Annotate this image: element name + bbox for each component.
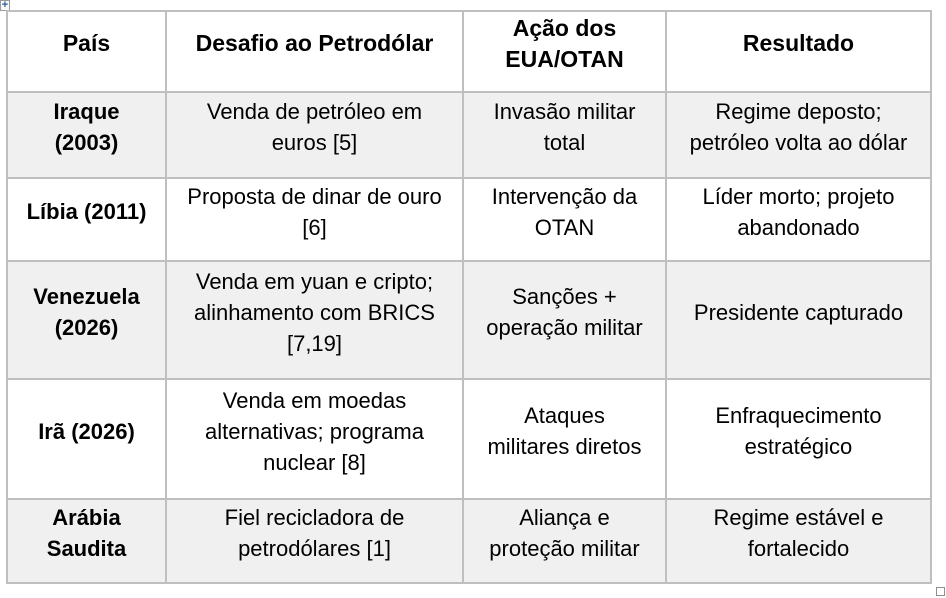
header-cell-resultado[interactable]: Resultado bbox=[667, 12, 930, 93]
cell-iraque-resultado[interactable]: Regime deposto; petróleo volta ao dólar bbox=[667, 93, 930, 179]
cell-libia-resultado[interactable]: Líder morto; projeto abandonado bbox=[667, 179, 930, 262]
table-move-handle[interactable]: + bbox=[0, 0, 10, 11]
cell-iraque-desafio[interactable]: Venda de petróleo em euros [5] bbox=[167, 93, 464, 179]
cell-libia-acao[interactable]: Intervenção da OTAN bbox=[464, 179, 667, 262]
cell-ira-acao[interactable]: Ataques militares diretos bbox=[464, 380, 667, 500]
table-resize-handle[interactable] bbox=[936, 587, 945, 596]
cell-iraque-acao[interactable]: Invasão militar total bbox=[464, 93, 667, 179]
cell-venezuela-pais[interactable]: Venezuela (2026) bbox=[8, 262, 167, 380]
cell-arabia-pais[interactable]: Arábia Saudita bbox=[8, 500, 167, 582]
cell-ira-pais[interactable]: Irã (2026) bbox=[8, 380, 167, 500]
cell-libia-desafio[interactable]: Proposta de dinar de ouro [6] bbox=[167, 179, 464, 262]
cell-ira-desafio[interactable]: Venda em moedas alternativas; programa n… bbox=[167, 380, 464, 500]
cell-iraque-pais[interactable]: Iraque (2003) bbox=[8, 93, 167, 179]
cell-arabia-desafio[interactable]: Fiel recicladora de petrodólares [1] bbox=[167, 500, 464, 582]
cell-venezuela-resultado[interactable]: Presidente capturado bbox=[667, 262, 930, 380]
header-cell-desafio[interactable]: Desafio ao Petrodólar bbox=[167, 12, 464, 93]
cell-arabia-resultado[interactable]: Regime estável e fortalecido bbox=[667, 500, 930, 582]
plus-icon: + bbox=[1, 0, 9, 11]
header-cell-pais[interactable]: País bbox=[8, 12, 167, 93]
header-cell-acao[interactable]: Ação dos EUA/OTAN bbox=[464, 12, 667, 93]
cell-ira-resultado[interactable]: Enfraquecimento estratégico bbox=[667, 380, 930, 500]
petrodollar-comparison-table: País Desafio ao Petrodólar Ação dos EUA/… bbox=[6, 10, 932, 584]
cell-libia-pais[interactable]: Líbia (2011) bbox=[8, 179, 167, 262]
cell-venezuela-acao[interactable]: Sanções + operação militar bbox=[464, 262, 667, 380]
cell-arabia-acao[interactable]: Aliança e proteção militar bbox=[464, 500, 667, 582]
cell-venezuela-desafio[interactable]: Venda em yuan e cripto; alinhamento com … bbox=[167, 262, 464, 380]
